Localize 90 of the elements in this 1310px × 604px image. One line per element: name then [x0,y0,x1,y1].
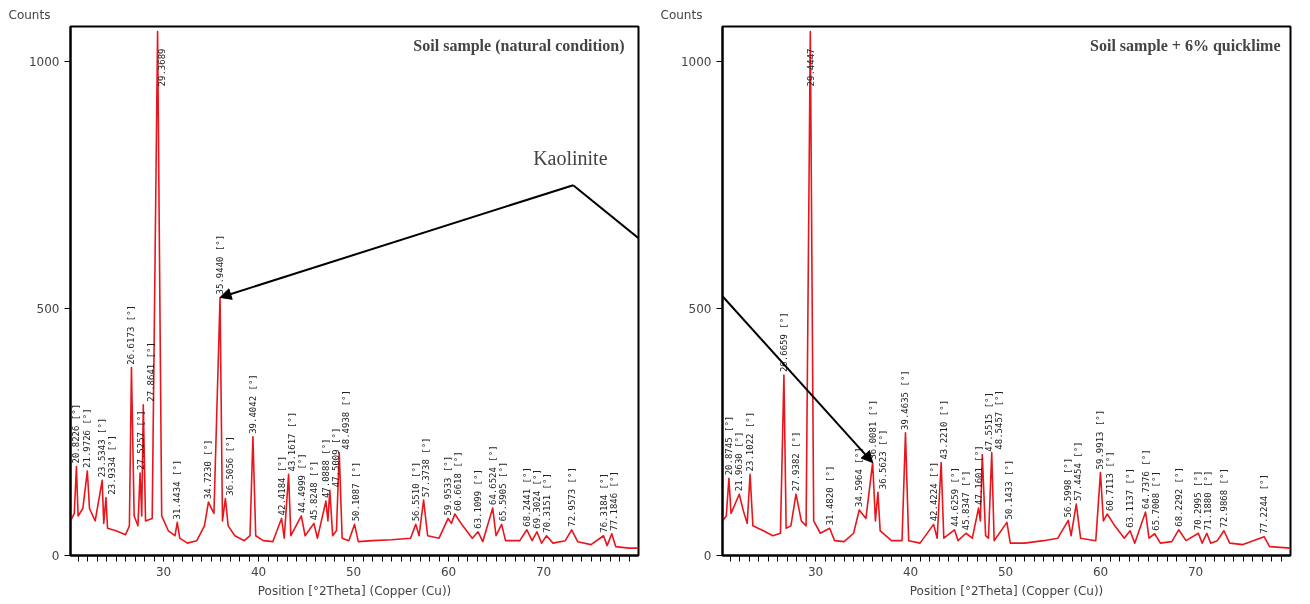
annotation: 35.9440 [°] [215,234,226,295]
x-tick-label: 30 [155,564,172,579]
annotation: 23.9334 [°] [107,435,118,495]
annotation: 23.5343 [°] [97,417,108,478]
y-axis-title: Counts [8,7,51,22]
x-axis-title: Position [°2Theta] (Copper (Cu)) [257,583,452,598]
annotation: 21.9630 [°] [734,431,745,492]
annotation: Kaolinite [533,147,608,170]
annotation: 44.6259 [°] [949,467,960,527]
text: Soil sample + 6% quicklime [1090,36,1281,55]
annotation: 72.9573 [°] [566,467,577,527]
line-series [722,30,1291,549]
y-axis-title: Counts [660,7,703,22]
annotation: 63.1099 [°] [473,469,484,529]
annotation: 21.9726 [°] [82,408,93,468]
annotation: 27.5257 [°] [136,410,147,470]
x-axis-title: Position [°2Theta] (Copper (Cu)) [909,583,1104,598]
annotation: 31.4434 [°] [172,459,183,520]
annotation: 60.7113 [°] [1105,451,1116,511]
annotation: 57.3738 [°] [420,437,431,498]
x-tick-label: 30 [807,564,824,579]
annotation: 36.5623 [°] [877,429,888,490]
annotation: 72.9868 [°] [1218,468,1229,528]
annotation: 68.2292 [°] [1173,467,1184,527]
annotation: 70.2995 [°] [1193,470,1204,531]
line-series [70,30,639,549]
annotation: 20.8745 [°] [723,415,734,476]
annotation: 63.1137 [°] [1125,468,1136,528]
annotation: 70.3151 [°] [541,473,552,533]
x-tick-label: 50 [997,564,1014,579]
annotation: 34.7230 [°] [203,439,214,500]
annotation: 29.4447 [805,48,816,87]
y-tick-label: 1000 [28,54,60,69]
annotation: 71.1880 [°] [1203,470,1214,531]
x-tick-label: 70 [535,564,552,579]
annotation: 48.5457 [°] [993,390,1004,450]
text: Soil sample (natural condition) [413,36,625,55]
annotation: 39.4042 [°] [247,374,258,434]
annotation: 56.5998 [°] [1063,457,1074,518]
x-tick-label: 70 [1187,564,1204,579]
annotation: 59.9533 [°] [443,455,454,516]
annotation: 36.0081 [°] [867,399,878,460]
annotation: 27.8641 [°] [146,342,157,402]
annotation: 56.5510 [°] [410,461,421,522]
annotation: 43.1617 [°] [286,411,297,472]
y-tick-label: 0 [703,549,712,563]
annotation: 26.6173 [°] [126,305,137,365]
annotation: 65.7008 [°] [1150,471,1161,531]
annotation: 50.1087 [°] [350,461,361,522]
annotation: 45.8248 [°] [308,460,319,521]
annotation: 20.8226 [°] [71,403,82,464]
annotation: 42.4184 [°] [276,455,287,516]
annotation: 68.2441 [°] [521,467,532,527]
annotation: 64.6524 [°] [487,445,498,506]
y-tick-label: 500 [36,301,60,316]
annotation: 45.8347 [°] [960,470,971,531]
annotation: 65.5905 [°] [497,461,508,522]
annotation: 60.6618 [°] [453,451,464,511]
annotation: 44.4999 [°] [296,453,307,513]
annotation: 47.0888 [°] [320,438,331,499]
x-tick-label: 60 [440,564,457,579]
annotation: 48.4938 [°] [340,390,351,450]
annotation: 77.2244 [°] [1259,474,1270,534]
annotation: 36.5056 [°] [225,436,236,496]
y-tick-label: 1000 [680,54,712,69]
annotation: 77.1846 [°] [608,471,619,531]
annotation: 47.5009 [°] [330,427,341,488]
annotation: 29.3689 [156,48,167,87]
x-tick-label: 50 [345,564,362,579]
annotation: 47.5515 [°] [983,392,994,452]
annotation: 50.1433 [°] [1003,459,1014,520]
annotation: 57.4454 [°] [1073,441,1084,502]
annotation: 76.3184 [°] [598,473,609,533]
annotation: 26.6659 [°] [778,312,789,373]
x-tick-label: 40 [902,564,919,579]
annotation: 47.1601 [°] [973,445,984,506]
annotation: 59.9913 [°] [1095,409,1106,470]
y-tick-label: 0 [51,549,60,563]
annotation: 27.9382 [°] [791,431,801,492]
annotation: 43.2210 [°] [938,399,949,460]
annotation: 34.5964 [°] [854,447,865,508]
annotation: 31.4820 [°] [824,465,835,526]
annotation: 64.7376 [°] [1140,449,1151,509]
y-tick-label: 500 [688,301,712,316]
annotation: 69.3024 [°] [531,469,542,529]
x-tick-label: 60 [1092,564,1109,579]
annotation: 39.4635 [°] [900,370,911,430]
x-tick-label: 40 [250,564,267,579]
annotation: 23.1022 [°] [745,411,756,472]
annotation: 42.4224 [°] [928,461,939,522]
